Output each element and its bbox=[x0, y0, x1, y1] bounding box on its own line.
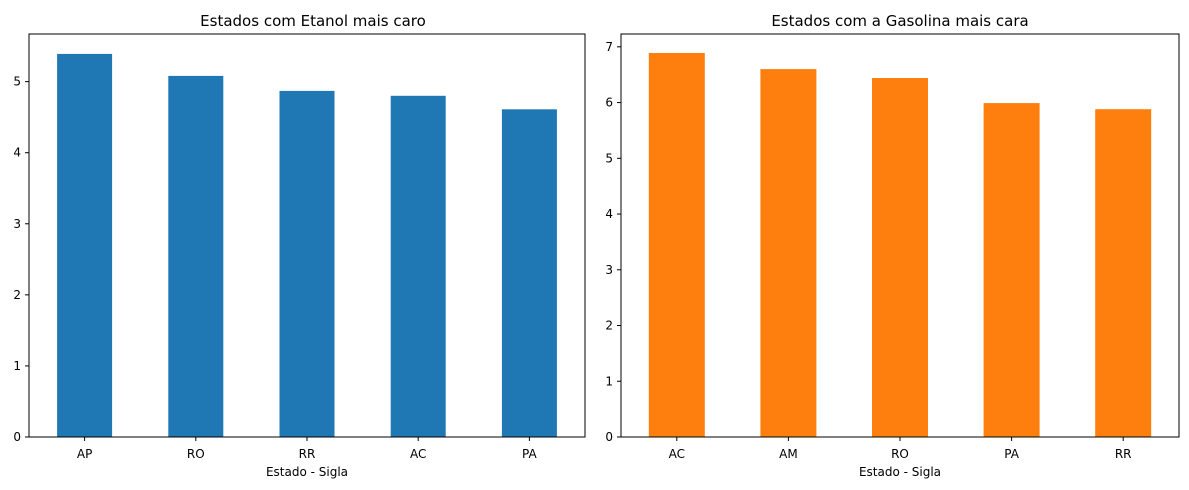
x-axis: AP RO RR AC PA bbox=[77, 437, 538, 461]
plot-frame bbox=[28, 33, 586, 438]
bars-group bbox=[648, 53, 1152, 437]
x-tick-label: PA bbox=[522, 447, 537, 461]
y-tick-label: 1 bbox=[605, 374, 613, 388]
bar-ac bbox=[648, 53, 705, 437]
bars-group bbox=[57, 53, 557, 438]
x-tick-label: RO bbox=[891, 447, 909, 461]
x-tick-label: RR bbox=[1115, 447, 1132, 461]
plot-frame bbox=[620, 33, 1180, 438]
bar-ro bbox=[168, 75, 224, 438]
bar-rr bbox=[1095, 109, 1152, 437]
y-axis: 0 1 2 3 4 5 6 7 bbox=[605, 40, 621, 444]
x-tick-label: AC bbox=[669, 447, 685, 461]
x-tick-label: PA bbox=[1004, 447, 1019, 461]
y-tick-label: 0 bbox=[605, 430, 613, 444]
y-axis: 0 1 2 3 4 5 bbox=[13, 75, 29, 444]
y-tick-label: 4 bbox=[13, 146, 21, 160]
chart-gasolina: Estados com a Gasolina mais cara 0 1 2 3 4 5 6… bbox=[605, 12, 1180, 479]
x-tick-label: AM bbox=[779, 447, 798, 461]
y-tick-label: 7 bbox=[605, 40, 613, 54]
bar-rr bbox=[279, 90, 335, 438]
y-tick-label: 3 bbox=[13, 217, 21, 231]
bar-ac bbox=[390, 95, 446, 438]
y-tick-label: 5 bbox=[605, 151, 613, 165]
x-axis-label: Estado - Sigla bbox=[859, 465, 941, 479]
x-axis: AC AM RO PA RR bbox=[669, 437, 1132, 461]
x-tick-label: AC bbox=[410, 447, 426, 461]
y-tick-label: 5 bbox=[13, 75, 21, 89]
bar-am bbox=[760, 69, 817, 437]
bar-pa bbox=[983, 103, 1040, 437]
chart-etanol: Estados com Etanol mais caro 0 1 2 3 4 5 AP RO… bbox=[13, 12, 586, 479]
x-tick-label: RR bbox=[299, 447, 316, 461]
y-tick-label: 3 bbox=[605, 263, 613, 277]
y-tick-label: 0 bbox=[13, 430, 21, 444]
y-tick-label: 2 bbox=[605, 319, 613, 333]
x-tick-label: AP bbox=[77, 447, 92, 461]
chart-title: Estados com a Gasolina mais cara bbox=[771, 12, 1028, 30]
y-tick-label: 6 bbox=[605, 96, 613, 110]
y-tick-label: 2 bbox=[13, 288, 21, 302]
y-tick-label: 1 bbox=[13, 359, 21, 373]
y-tick-label: 4 bbox=[605, 207, 613, 221]
bar-ro bbox=[872, 78, 928, 437]
x-axis-label: Estado - Sigla bbox=[266, 465, 348, 479]
bar-ap bbox=[57, 53, 113, 438]
bar-pa bbox=[501, 109, 557, 438]
chart-title: Estados com Etanol mais caro bbox=[200, 12, 426, 30]
x-tick-label: RO bbox=[187, 447, 205, 461]
